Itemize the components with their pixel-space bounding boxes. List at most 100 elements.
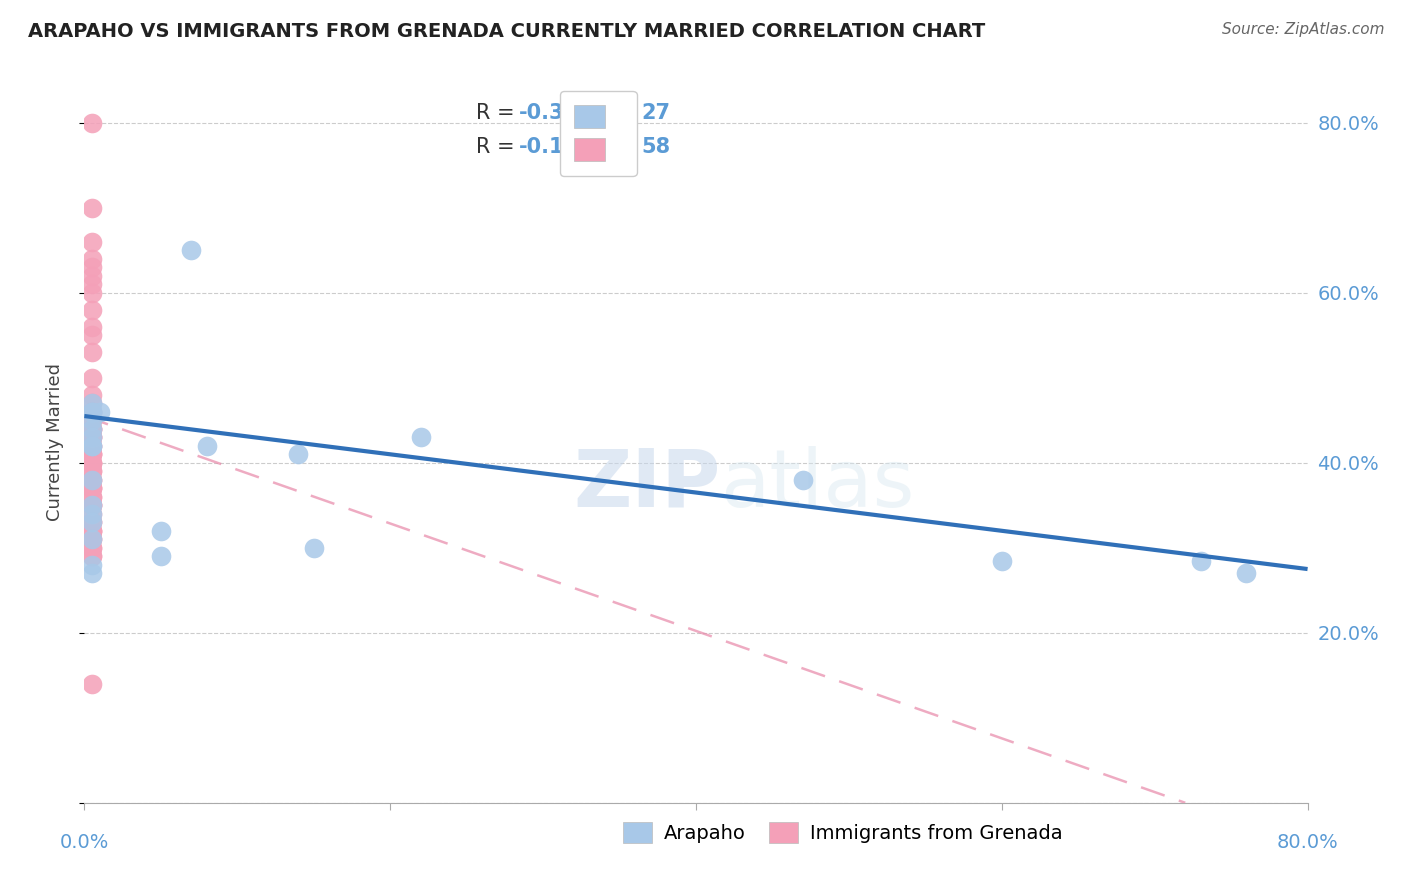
Point — [80, 464, 103, 478]
Point — [80, 447, 103, 461]
Point — [80, 549, 103, 564]
Point — [80, 498, 103, 512]
Point — [80, 677, 103, 691]
Legend: Arapaho, Immigrants from Grenada: Arapaho, Immigrants from Grenada — [616, 814, 1070, 851]
Point — [80, 490, 103, 504]
Point — [80, 405, 103, 419]
Point — [80, 481, 103, 495]
Point — [80, 439, 103, 453]
Point — [80, 260, 103, 275]
Point — [80, 481, 103, 495]
Point — [80, 345, 103, 359]
Point — [80, 524, 103, 538]
Point — [991, 553, 1014, 567]
Point — [80, 405, 103, 419]
Point — [80, 439, 103, 453]
Text: -0.361: -0.361 — [519, 103, 593, 123]
Point — [89, 405, 111, 419]
Text: 27: 27 — [641, 103, 669, 123]
Text: ZIP: ZIP — [574, 446, 720, 524]
Text: 58: 58 — [641, 136, 671, 157]
Point — [80, 507, 103, 521]
Point — [80, 201, 103, 215]
Text: ARAPAHO VS IMMIGRANTS FROM GRENADA CURRENTLY MARRIED CORRELATION CHART: ARAPAHO VS IMMIGRANTS FROM GRENADA CURRE… — [28, 22, 986, 41]
Point — [149, 524, 172, 538]
Point — [80, 524, 103, 538]
Point — [80, 413, 103, 427]
Point — [80, 464, 103, 478]
Point — [80, 456, 103, 470]
Point — [80, 456, 103, 470]
Point — [1236, 566, 1258, 581]
Point — [80, 430, 103, 444]
Point — [80, 498, 103, 512]
Point — [80, 430, 103, 444]
Point — [80, 541, 103, 555]
Text: -0.111: -0.111 — [519, 136, 593, 157]
Point — [80, 285, 103, 300]
Text: N =: N = — [586, 103, 645, 123]
Point — [80, 456, 103, 470]
Point — [80, 413, 103, 427]
Point — [80, 481, 103, 495]
Point — [80, 422, 103, 436]
Point — [80, 473, 103, 487]
Point — [80, 422, 103, 436]
Text: N =: N = — [586, 136, 645, 157]
Text: 0.0%: 0.0% — [59, 833, 110, 853]
Point — [80, 252, 103, 266]
Point — [80, 447, 103, 461]
Point — [302, 541, 325, 555]
Point — [80, 541, 103, 555]
Point — [80, 533, 103, 547]
Text: Source: ZipAtlas.com: Source: ZipAtlas.com — [1222, 22, 1385, 37]
Point — [287, 447, 309, 461]
Point — [195, 439, 218, 453]
Text: 80.0%: 80.0% — [1277, 833, 1339, 853]
Point — [1189, 553, 1212, 567]
Point — [80, 439, 103, 453]
Point — [80, 319, 103, 334]
Point — [80, 430, 103, 444]
Point — [80, 498, 103, 512]
Point — [80, 516, 103, 530]
Point — [80, 439, 103, 453]
Point — [80, 405, 103, 419]
Point — [80, 473, 103, 487]
Point — [80, 516, 103, 530]
Text: R =: R = — [475, 136, 527, 157]
Point — [80, 558, 103, 572]
Point — [80, 422, 103, 436]
Point — [80, 566, 103, 581]
Point — [80, 371, 103, 385]
Point — [80, 430, 103, 444]
Point — [80, 490, 103, 504]
Y-axis label: Currently Married: Currently Married — [45, 362, 63, 521]
Text: atlas: atlas — [720, 446, 915, 524]
Point — [80, 507, 103, 521]
Point — [80, 422, 103, 436]
Point — [409, 430, 432, 444]
Point — [80, 516, 103, 530]
Text: R =: R = — [475, 103, 522, 123]
Point — [80, 328, 103, 343]
Point — [80, 277, 103, 292]
Point — [80, 405, 103, 419]
Point — [80, 235, 103, 249]
Point — [80, 302, 103, 317]
Point — [80, 498, 103, 512]
Point — [80, 388, 103, 402]
Point — [149, 549, 172, 564]
Point — [792, 473, 814, 487]
Point — [80, 524, 103, 538]
Point — [80, 396, 103, 410]
Point — [80, 533, 103, 547]
Point — [80, 116, 103, 130]
Point — [80, 396, 103, 410]
Point — [80, 268, 103, 283]
Point — [80, 473, 103, 487]
Point — [180, 244, 202, 258]
Point — [80, 413, 103, 427]
Point — [80, 549, 103, 564]
Point — [80, 533, 103, 547]
